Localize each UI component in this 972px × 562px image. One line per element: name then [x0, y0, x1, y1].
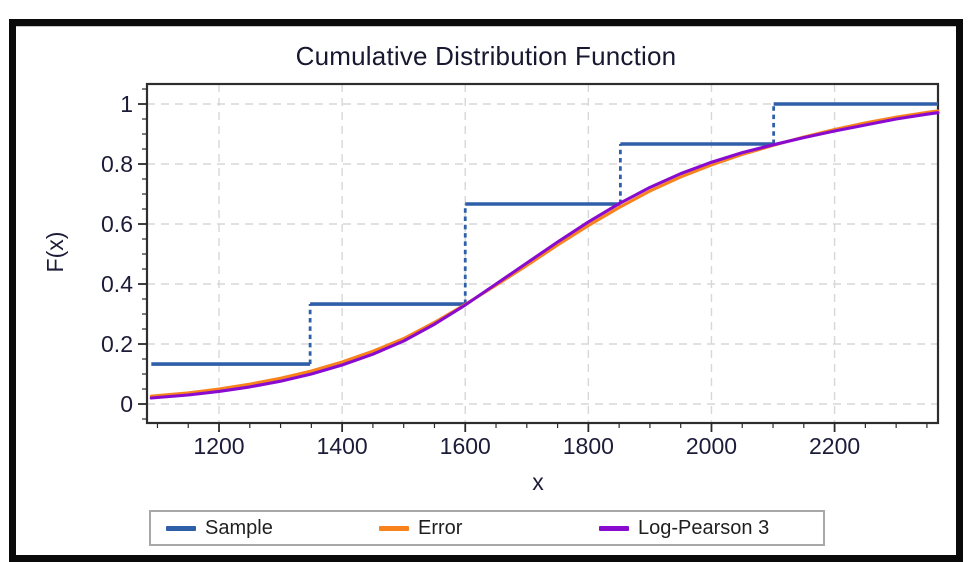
legend-label-log-pearson: Log-Pearson 3: [638, 516, 770, 539]
svg-text:1200: 1200: [193, 433, 244, 459]
svg-text:1: 1: [120, 91, 133, 117]
x-axis-label: x: [532, 469, 544, 495]
svg-text:2200: 2200: [809, 433, 860, 459]
plot-area: 1200 1400 1600 1800 2000 2200 0 0.2 0.4 0.6 0.8 1: [101, 82, 940, 459]
legend-label-error: Error: [418, 516, 463, 539]
y-axis-label: F(x): [42, 231, 68, 273]
legend-item-log-pearson: Log-Pearson 3: [599, 512, 769, 544]
series-error-curve: [149, 109, 940, 398]
chart-title: Cumulative Distribution Function: [295, 41, 677, 71]
legend-item-error: Error: [379, 512, 462, 544]
svg-text:0.6: 0.6: [101, 211, 133, 237]
svg-text:1800: 1800: [563, 433, 614, 459]
chart-frame: Cumulative Distribution Function 1200 140…: [9, 19, 963, 562]
frame-top-hairline: [16, 26, 956, 27]
y-tick-labels: 0 0.2 0.4 0.6 0.8 1: [101, 91, 133, 417]
svg-text:0.2: 0.2: [101, 331, 133, 357]
series-sample-step: [151, 102, 938, 366]
legend-item-sample: Sample: [166, 512, 273, 544]
svg-text:1400: 1400: [317, 433, 368, 459]
svg-text:0.4: 0.4: [101, 271, 133, 297]
x-tick-labels: 1200 1400 1600 1800 2000 2200: [193, 433, 860, 459]
svg-text:2000: 2000: [686, 433, 737, 459]
svg-text:1600: 1600: [440, 433, 491, 459]
svg-text:0: 0: [120, 391, 133, 417]
svg-text:0.8: 0.8: [101, 151, 133, 177]
legend-swatch-error-icon: [379, 525, 409, 531]
legend-swatch-sample-icon: [166, 525, 196, 531]
axis-ticks: [138, 88, 928, 432]
series-log-pearson-curve: [149, 111, 940, 400]
legend-label-sample: Sample: [205, 516, 273, 539]
legend-swatch-log-pearson-icon: [599, 525, 629, 531]
legend: Sample Error Log-Pearson 3: [149, 510, 825, 546]
